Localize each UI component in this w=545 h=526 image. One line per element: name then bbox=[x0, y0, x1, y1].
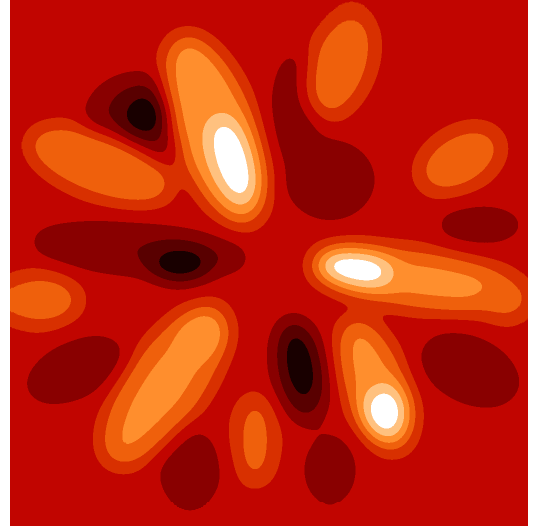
page bbox=[0, 0, 545, 526]
heatmap bbox=[0, 0, 545, 526]
contour-image bbox=[0, 0, 545, 526]
